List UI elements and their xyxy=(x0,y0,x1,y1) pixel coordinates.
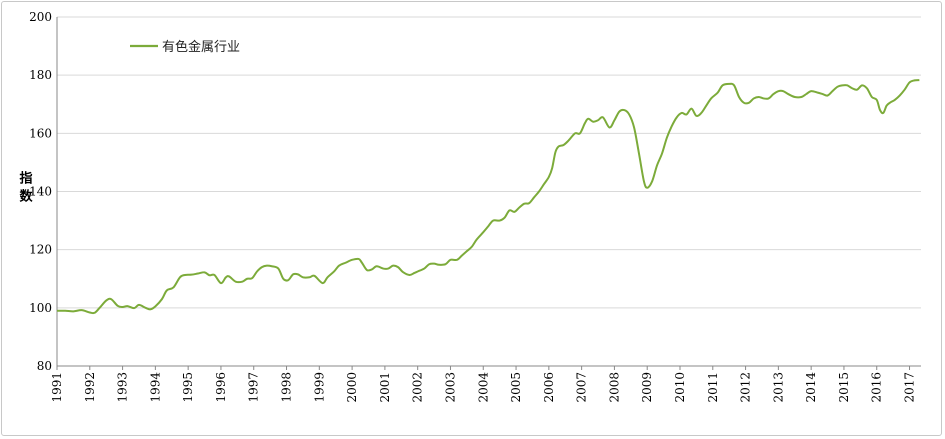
x-tick-label: 2001 xyxy=(378,372,392,403)
series-line xyxy=(56,79,920,315)
axes xyxy=(56,17,921,370)
y-tick-labels: 80 100 120 140 160 180 200 xyxy=(29,10,52,373)
y-axis-label-char: 指 xyxy=(19,171,32,187)
y-axis-label: 指数 xyxy=(19,171,33,205)
y-tick-label: 80 xyxy=(37,359,52,373)
x-tick-label: 2004 xyxy=(476,372,490,403)
y-axis-label-char: 数 xyxy=(19,189,33,205)
x-tick-label: 1992 xyxy=(83,372,97,403)
x-tick-label: 2005 xyxy=(509,372,523,403)
x-tick-label: 2002 xyxy=(411,372,425,403)
x-tick-label: 2003 xyxy=(443,372,457,403)
x-tick-label: 1995 xyxy=(181,372,195,403)
x-tick-label: 1996 xyxy=(214,372,228,403)
x-tick-label: 2014 xyxy=(804,372,818,403)
series-group xyxy=(56,79,920,315)
grid-lines xyxy=(57,16,921,309)
x-tick-label: 1994 xyxy=(148,372,162,403)
x-tick-label: 2008 xyxy=(607,372,621,403)
x-tick-label: 2012 xyxy=(739,372,753,403)
x-tick-label: 1997 xyxy=(247,372,261,403)
x-tick-label: 2011 xyxy=(706,372,720,403)
legend-label: 有色金属行业 xyxy=(162,39,240,55)
y-tick-label: 120 xyxy=(29,243,52,257)
x-tick-label: 2000 xyxy=(345,372,359,403)
y-tick-label: 180 xyxy=(29,68,52,82)
x-tick-label: 1999 xyxy=(312,372,326,403)
x-tick-label: 2006 xyxy=(542,372,556,403)
y-tick-label: 160 xyxy=(29,126,52,140)
x-tick-label: 2017 xyxy=(903,372,917,403)
x-tick-label: 2016 xyxy=(870,372,884,403)
x-tick-label: 2013 xyxy=(771,372,785,403)
y-tick-label: 100 xyxy=(29,301,52,315)
y-tick-label: 140 xyxy=(29,185,52,199)
x-tick-label: 1998 xyxy=(280,372,294,403)
x-tick-label: 2009 xyxy=(640,372,654,403)
x-tick-label: 2015 xyxy=(837,372,851,403)
legend: 有色金属行业 xyxy=(130,39,240,55)
x-tick-label: 1993 xyxy=(116,372,130,403)
y-tick-label: 200 xyxy=(29,10,52,24)
x-tick-labels: 1991 1992 1993 1994 1995 1996 1997 1998 1999 2000… xyxy=(50,372,917,403)
x-tick-label: 2010 xyxy=(673,372,687,403)
x-tick-label: 2007 xyxy=(575,372,589,403)
x-tick-label: 1991 xyxy=(50,372,64,403)
